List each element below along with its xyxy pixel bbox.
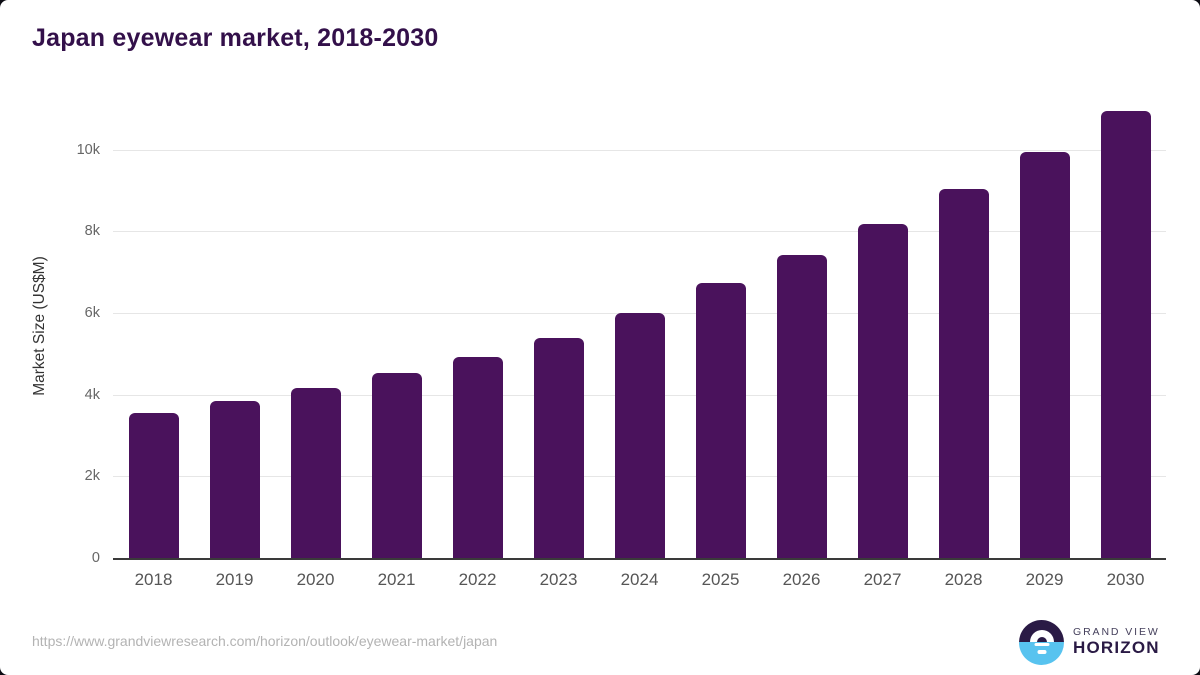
x-tick-2022: 2022 <box>458 570 497 589</box>
bar-2029[interactable] <box>1019 151 1070 558</box>
bar-2022[interactable] <box>452 357 503 558</box>
horizon-sunrise-icon <box>1019 619 1064 665</box>
bar-2028[interactable] <box>938 188 989 558</box>
bar-2030[interactable] <box>1100 110 1151 558</box>
bar-2026[interactable] <box>776 254 827 558</box>
y-tick-10k: 10k <box>76 141 100 158</box>
bar-2025[interactable] <box>695 283 746 558</box>
logo-reflection-line-1 <box>1034 642 1049 647</box>
y-tick-8k: 8k <box>84 223 100 240</box>
y-tick-2k: 2k <box>84 468 100 485</box>
logo-reflection-line-2 <box>1037 650 1046 654</box>
bar-2018[interactable] <box>128 412 179 558</box>
x-tick-2030: 2030 <box>1106 570 1145 589</box>
page-title: Japan eyewear market, 2018-2030 <box>32 24 439 52</box>
grand-view-horizon-logo[interactable]: GRAND VIEW HORIZON <box>1019 619 1160 665</box>
bar-2021[interactable] <box>371 373 422 558</box>
x-tick-2027: 2027 <box>863 570 902 589</box>
bar-2027[interactable] <box>857 224 908 558</box>
x-tick-2025: 2025 <box>701 570 740 589</box>
source-url: https://www.grandviewresearch.com/horizo… <box>32 633 498 649</box>
x-tick-2020: 2020 <box>296 570 335 589</box>
y-tick-6k: 6k <box>84 305 100 322</box>
y-tick-0: 0 <box>91 550 100 566</box>
x-tick-2029: 2029 <box>1025 570 1064 589</box>
x-tick-2018: 2018 <box>134 570 173 589</box>
x-tick-2021: 2021 <box>377 570 416 589</box>
logo-sun-hole <box>1036 637 1047 642</box>
y-tick-4k: 4k <box>84 386 100 403</box>
gridline-8k <box>113 231 1166 233</box>
logo-text: GRAND VIEW HORIZON <box>1073 626 1160 658</box>
bar-2024[interactable] <box>614 313 665 558</box>
x-tick-2026: 2026 <box>782 570 821 589</box>
logo-sun-arch <box>1029 630 1054 642</box>
gridline-10k <box>113 149 1166 151</box>
y-axis-title: Market Size (US$M) <box>31 256 48 396</box>
x-tick-2023: 2023 <box>539 570 578 589</box>
x-tick-2019: 2019 <box>215 570 254 589</box>
logo-brand-top: GRAND VIEW <box>1073 626 1160 639</box>
bar-2019[interactable] <box>209 401 260 558</box>
logo-brand-bottom: HORIZON <box>1073 638 1160 658</box>
x-tick-2024: 2024 <box>620 570 659 589</box>
bar-2020[interactable] <box>290 388 341 558</box>
plot-area <box>113 95 1166 560</box>
bar-2023[interactable] <box>533 337 584 558</box>
x-tick-2028: 2028 <box>944 570 983 589</box>
